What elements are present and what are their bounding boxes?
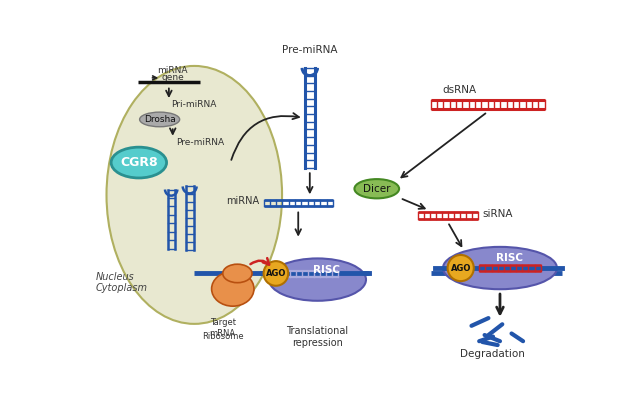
- Text: AGO: AGO: [450, 264, 471, 273]
- Ellipse shape: [269, 258, 366, 301]
- Text: Pre-miRNA: Pre-miRNA: [176, 138, 224, 147]
- Text: Pre-miRNA: Pre-miRNA: [282, 45, 338, 55]
- Text: Nucleus: Nucleus: [96, 272, 134, 281]
- Text: AGO: AGO: [266, 269, 286, 278]
- Text: RISC: RISC: [496, 253, 524, 263]
- Text: RISC: RISC: [313, 265, 340, 275]
- Text: Ribosome: Ribosome: [202, 332, 244, 341]
- Text: miRNA: miRNA: [226, 196, 259, 206]
- Ellipse shape: [355, 179, 399, 198]
- Text: dsRNA: dsRNA: [442, 85, 476, 95]
- Text: Degradation: Degradation: [460, 349, 525, 358]
- Text: Pri-miRNA: Pri-miRNA: [171, 100, 217, 109]
- Text: Translational
repression: Translational repression: [287, 326, 348, 348]
- Ellipse shape: [223, 264, 252, 283]
- Text: siRNA: siRNA: [482, 209, 513, 219]
- Text: miRNA: miRNA: [158, 66, 188, 75]
- Text: CGR8: CGR8: [120, 156, 158, 169]
- Circle shape: [447, 255, 474, 281]
- Circle shape: [263, 261, 288, 286]
- Text: gene: gene: [161, 73, 184, 82]
- Text: Cytoplasm: Cytoplasm: [96, 283, 147, 293]
- Ellipse shape: [443, 247, 557, 289]
- Ellipse shape: [111, 147, 166, 178]
- Ellipse shape: [140, 112, 180, 127]
- Text: Dicer: Dicer: [363, 184, 391, 194]
- Text: Drosha: Drosha: [144, 115, 176, 124]
- Text: Target
mRNA: Target mRNA: [210, 318, 236, 337]
- Ellipse shape: [106, 66, 282, 324]
- Ellipse shape: [212, 271, 254, 306]
